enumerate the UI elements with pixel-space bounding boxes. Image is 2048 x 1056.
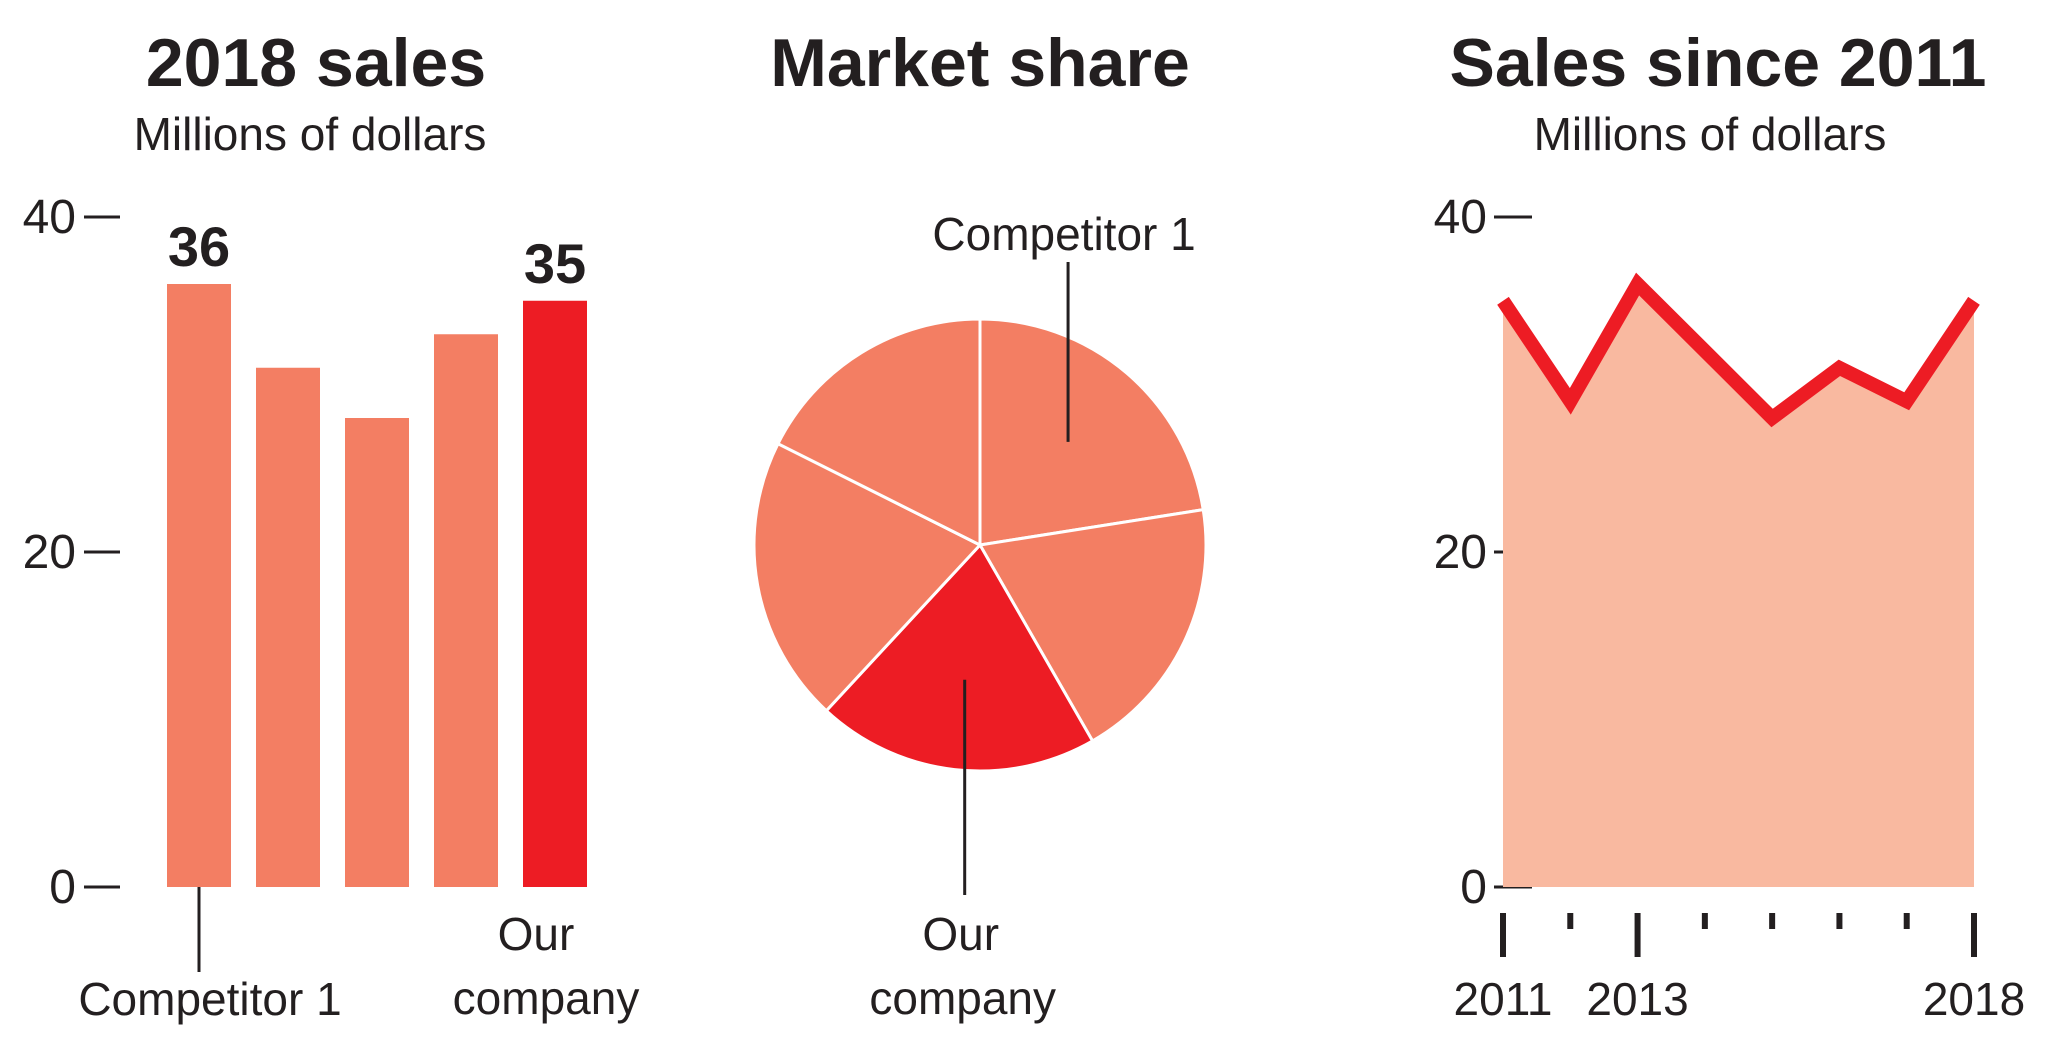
area-y-tick-label: 40 (1434, 191, 1487, 244)
bar-callout-label: Our (498, 908, 575, 960)
pie-chart-title: Market share (770, 25, 1190, 101)
bar (434, 334, 498, 887)
bar-y-tick-label: 40 (23, 191, 76, 244)
area-fill (1503, 284, 1974, 887)
pie-slice (824, 542, 1095, 773)
area-y-tick-label: 20 (1434, 526, 1487, 579)
bar-chart-title: 2018 sales (146, 25, 486, 101)
pie-callout-label: Our (922, 908, 999, 960)
area-chart-title: Sales since 2011 (1450, 25, 1987, 101)
bar (523, 300, 587, 887)
bar-callout-label: Competitor 1 (78, 973, 341, 1025)
bar-y-tick-label: 0 (49, 861, 76, 914)
area-x-tick-label: 2011 (1454, 973, 1553, 1025)
area-x-tick-label: 2013 (1586, 973, 1688, 1025)
bar-chart: 0 20 40 36 35 Competitor 1 Our company (23, 191, 640, 1025)
pie-slice (977, 507, 1208, 744)
bar (256, 367, 320, 887)
bar (167, 284, 231, 887)
bar-data-label: 35 (524, 232, 586, 295)
bar (345, 418, 409, 887)
bar-y-tick-label: 20 (23, 526, 76, 579)
area-chart: 0 20 40 2011 2013 2018 (1434, 191, 2026, 1025)
area-line (1497, 272, 1980, 428)
pie-callout-label: Competitor 1 (932, 208, 1195, 260)
pie-slice (752, 441, 983, 713)
pie-callout-label: company (869, 972, 1056, 1024)
bar-data-label: 36 (168, 215, 230, 278)
bar-chart-subtitle: Millions of dollars (134, 108, 487, 160)
area-x-tick-label: 2018 (1923, 973, 2025, 1025)
area-chart-subtitle: Millions of dollars (1534, 108, 1887, 160)
bar-callout-label: company (453, 972, 640, 1024)
pie-chart: Competitor 1 Our company (752, 208, 1208, 1024)
area-y-tick-label: 0 (1460, 861, 1487, 914)
pie-slice (775, 317, 982, 548)
pie-slice (978, 317, 1205, 547)
